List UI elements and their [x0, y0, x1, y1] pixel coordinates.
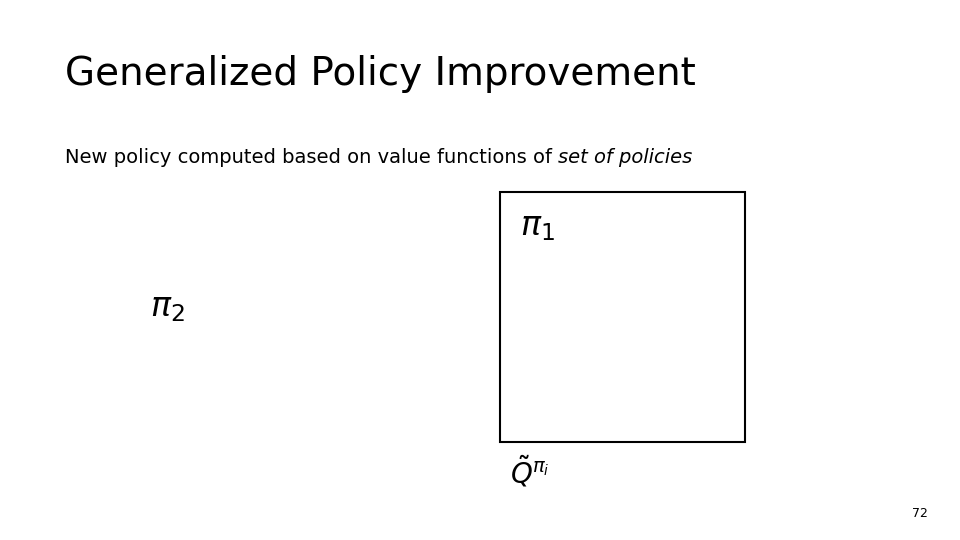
- Text: New policy computed based on value functions of: New policy computed based on value funct…: [65, 148, 559, 167]
- Text: 72: 72: [912, 507, 928, 520]
- Text: set of policies: set of policies: [559, 148, 692, 167]
- Bar: [500, 192, 745, 442]
- Text: Generalized Policy Improvement: Generalized Policy Improvement: [65, 55, 696, 93]
- Text: $\pi_1$: $\pi_1$: [520, 210, 555, 243]
- Text: $\pi_2$: $\pi_2$: [150, 292, 184, 325]
- Text: $\tilde{Q}^{\pi_i}$: $\tilde{Q}^{\pi_i}$: [510, 454, 549, 490]
